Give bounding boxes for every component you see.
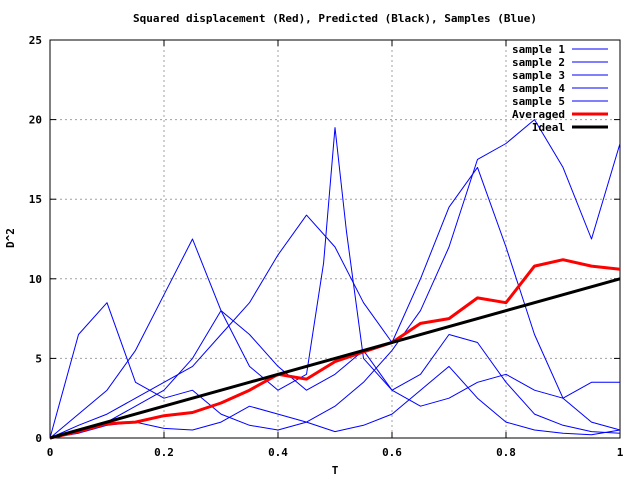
y-tick-label: 10 [29, 273, 42, 286]
x-tick-label: 0.8 [496, 446, 516, 459]
y-tick-label: 5 [35, 352, 42, 365]
x-axis-label: T [332, 464, 339, 477]
legend-label: sample 2 [512, 56, 565, 69]
legend-label: sample 4 [512, 82, 565, 95]
series-line-sample-1 [49, 119, 621, 439]
plot-frame [49, 39, 621, 439]
legend-label: sample 1 [512, 43, 565, 56]
series-lines [49, 119, 621, 440]
legend-label: sample 5 [512, 95, 565, 108]
y-tick-label: 25 [29, 34, 42, 47]
y-tick-label: 0 [35, 432, 42, 445]
legend-label: Averaged [512, 108, 565, 121]
x-tick-label: 0.2 [154, 446, 174, 459]
x-tick-label: 0 [47, 446, 54, 459]
y-axis-label: D^2 [4, 228, 17, 248]
legend-label: Ideal [532, 121, 565, 134]
chart-title: Squared displacement (Red), Predicted (B… [133, 12, 537, 25]
x-tick-label: 1 [617, 446, 624, 459]
x-tick-label: 0.6 [382, 446, 402, 459]
x-tick-label: 0.4 [268, 446, 288, 459]
series-line-ideal [49, 277, 621, 440]
series-line-averaged [49, 258, 621, 440]
y-tick-label: 20 [29, 114, 42, 127]
series-line-sample-5 [49, 365, 621, 439]
series-line-sample-2 [49, 127, 621, 439]
y-tick-label: 15 [29, 193, 42, 206]
legend-label: sample 3 [512, 69, 565, 82]
series-line-sample-4 [49, 310, 620, 439]
